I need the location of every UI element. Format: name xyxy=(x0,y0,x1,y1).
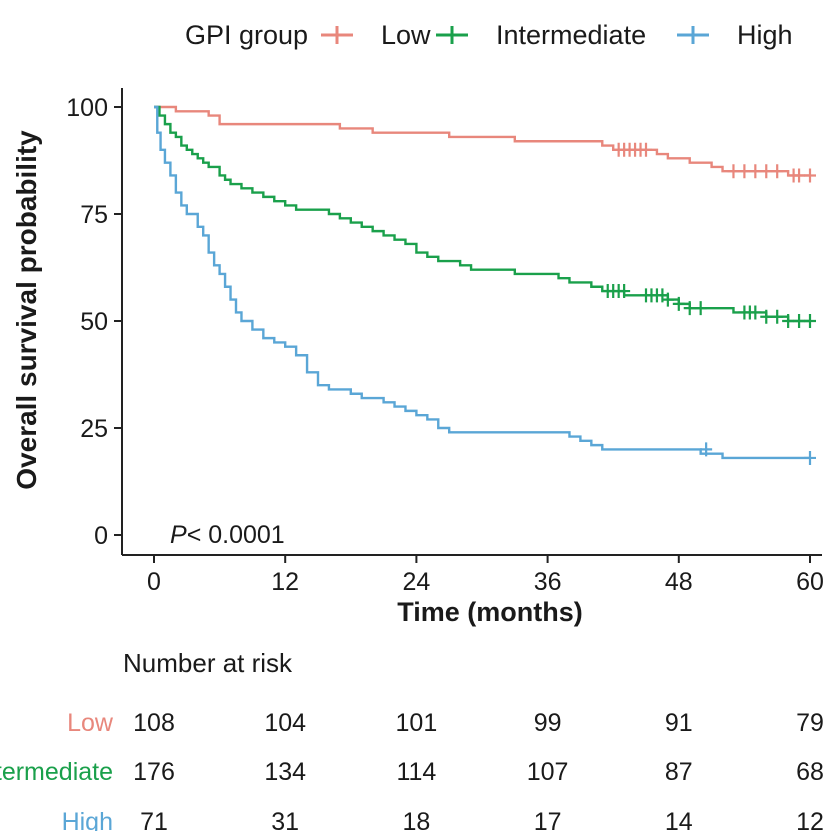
censor-mark-low-8 xyxy=(749,164,762,179)
x-tick-label-36: 36 xyxy=(534,568,562,596)
risk-value-intermediate-0: 176 xyxy=(133,758,175,786)
risk-value-intermediate-36: 107 xyxy=(527,758,569,786)
censor-mark-intermediate-15 xyxy=(760,309,773,324)
censor-mark-intermediate-11 xyxy=(694,301,707,316)
censor-mark-intermediate-17 xyxy=(782,314,795,328)
censor-mark-intermediate-9 xyxy=(672,296,685,311)
censor-mark-low-10 xyxy=(771,164,784,179)
risk-value-low-48: 91 xyxy=(665,709,693,737)
risk-row-label-high: High xyxy=(62,808,113,831)
risk-value-low-60: 79 xyxy=(796,709,824,737)
censor-mark-low-5 xyxy=(640,142,652,157)
censor-mark-intermediate-18 xyxy=(793,314,806,328)
y-tick-label-100: 100 xyxy=(66,94,108,122)
legend-label-high: High xyxy=(737,20,793,50)
x-tick-label-24: 24 xyxy=(402,568,430,596)
censor-mark-intermediate-8 xyxy=(661,292,674,307)
risk-value-intermediate-48: 87 xyxy=(665,758,693,786)
y-tick-label-75: 75 xyxy=(80,201,108,229)
curve-high xyxy=(154,105,810,460)
curve-intermediate xyxy=(154,105,810,323)
censor-mark-intermediate-10 xyxy=(683,301,696,316)
risk-value-intermediate-12: 134 xyxy=(264,758,306,786)
risk-value-low-0: 108 xyxy=(133,709,175,737)
risk-table-title: Number at risk xyxy=(123,648,293,678)
legend-label-intermediate: Intermediate xyxy=(496,20,646,50)
p-value-annotation: P< 0.0001 xyxy=(170,521,285,549)
y-tick-label-0: 0 xyxy=(94,522,108,550)
censor-mark-intermediate-14 xyxy=(749,305,762,320)
risk-value-intermediate-60: 68 xyxy=(796,758,824,786)
censor-mark-intermediate-16 xyxy=(771,309,784,324)
legend-label-low: Low xyxy=(381,20,431,50)
censor-mark-low-12 xyxy=(793,168,806,183)
censor-mark-low-9 xyxy=(760,164,773,179)
risk-row-label-low: Low xyxy=(67,709,114,737)
censor-mark-low-7 xyxy=(738,164,751,179)
x-tick-label-48: 48 xyxy=(665,568,693,596)
risk-row-label-intermediate: Intermediate xyxy=(0,758,113,786)
y-tick-label-25: 25 xyxy=(80,415,108,443)
censor-mark-low-6 xyxy=(727,164,740,179)
legend-title: GPI group xyxy=(185,20,308,50)
risk-value-low-12: 104 xyxy=(264,709,306,737)
censor-mark-high-1 xyxy=(804,450,816,465)
risk-value-high-60: 12 xyxy=(796,808,824,831)
x-tick-label-60: 60 xyxy=(796,568,824,596)
risk-value-high-12: 31 xyxy=(271,808,299,831)
risk-value-low-36: 99 xyxy=(534,709,562,737)
risk-value-high-48: 14 xyxy=(665,808,693,831)
risk-value-high-24: 18 xyxy=(402,808,430,831)
x-axis-title: Time (months) xyxy=(397,597,583,627)
censor-mark-high-0 xyxy=(700,442,713,457)
y-axis-title: Overall survival probability xyxy=(11,130,42,490)
censor-mark-low-13 xyxy=(804,168,816,183)
risk-value-high-36: 17 xyxy=(534,808,562,831)
risk-value-intermediate-24: 114 xyxy=(396,758,436,786)
x-tick-label-0: 0 xyxy=(147,568,161,596)
risk-value-low-24: 101 xyxy=(396,709,438,737)
risk-value-high-0: 71 xyxy=(140,808,168,831)
censor-mark-intermediate-3 xyxy=(618,284,631,299)
censor-mark-intermediate-19 xyxy=(804,314,816,328)
y-tick-label-50: 50 xyxy=(80,308,108,336)
curve-low xyxy=(154,105,810,177)
x-tick-label-12: 12 xyxy=(271,568,299,596)
